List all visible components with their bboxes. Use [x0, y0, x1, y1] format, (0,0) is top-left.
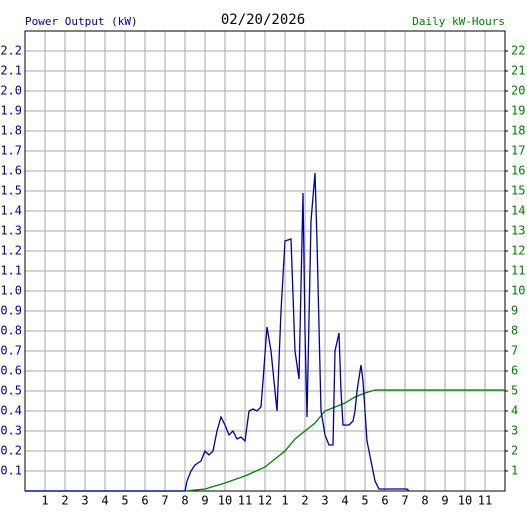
x-tick-label: 6	[381, 494, 388, 508]
y-tick-label: 0.3	[0, 424, 22, 438]
right-axis-title: Daily kW-Hours	[412, 15, 505, 28]
y-tick-label: 2.1	[0, 64, 22, 78]
plot-border	[24, 30, 506, 492]
y2-tick-label: 4	[511, 404, 518, 418]
y-tick-label: 1.1	[0, 264, 22, 278]
x-tick-label: 8	[181, 494, 188, 508]
y2-tick-label: 17	[511, 144, 525, 158]
y2-tick-label: 15	[511, 184, 525, 198]
y-tick-label: 1.3	[0, 224, 22, 238]
x-tick-label: 5	[361, 494, 368, 508]
x-tick-label: 1	[41, 494, 48, 508]
y2-tick-label: 5	[511, 384, 518, 398]
y2-tick-label: 12	[511, 244, 525, 258]
y2-tick-label: 3	[511, 424, 518, 438]
x-tick-label: 5	[121, 494, 128, 508]
y-tick-label: 1.6	[0, 164, 22, 178]
x-tick-label: 2	[301, 494, 308, 508]
x-tick-label: 11	[478, 494, 492, 508]
x-tick-label: 7	[161, 494, 168, 508]
x-tick-label: 2	[61, 494, 68, 508]
y2-tick-label: 10	[511, 284, 525, 298]
y-tick-label: 0.5	[0, 384, 22, 398]
x-tick-label: 12	[258, 494, 272, 508]
y2-tick-label: 20	[511, 84, 525, 98]
y-tick-label: 0.9	[0, 304, 22, 318]
left-axis-title: Power Output (kW)	[25, 15, 138, 28]
chart-title: 02/20/2026	[221, 12, 305, 28]
y2-tick-label: 22	[511, 44, 525, 58]
y2-tick-label: 13	[511, 224, 525, 238]
x-tick-label: 9	[201, 494, 208, 508]
y2-tick-label: 6	[511, 364, 518, 378]
y-tick-label: 0.2	[0, 444, 22, 458]
y-tick-label: 2.0	[0, 84, 22, 98]
x-tick-label: 4	[341, 494, 348, 508]
y-tick-label: 2.2	[0, 44, 22, 58]
y-tick-label: 1.8	[0, 124, 22, 138]
y2-tick-label: 8	[511, 324, 518, 338]
y-tick-label: 0.6	[0, 364, 22, 378]
x-tick-label: 6	[141, 494, 148, 508]
y2-tick-label: 18	[511, 124, 525, 138]
y-tick-label: 1.0	[0, 284, 22, 298]
y-tick-label: 0.1	[0, 464, 22, 478]
x-tick-label: 11	[238, 494, 252, 508]
y2-tick-label: 11	[511, 264, 525, 278]
x-tick-label: 10	[458, 494, 472, 508]
x-tick-label: 8	[421, 494, 428, 508]
y-tick-label: 1.9	[0, 104, 22, 118]
y2-tick-label: 7	[511, 344, 518, 358]
y2-tick-label: 16	[511, 164, 525, 178]
y-tick-label: 0.4	[0, 404, 22, 418]
x-tick-label: 9	[441, 494, 448, 508]
y2-tick-label: 2	[511, 444, 518, 458]
y2-tick-label: 14	[511, 204, 525, 218]
x-tick-label: 3	[81, 494, 88, 508]
x-tick-label: 7	[401, 494, 408, 508]
x-tick-label: 1	[281, 494, 288, 508]
x-tick-label: 3	[321, 494, 328, 508]
series-line	[25, 172, 410, 492]
y-tick-label: 1.7	[0, 144, 22, 158]
y-tick-label: 0.7	[0, 344, 22, 358]
y-tick-label: 0.8	[0, 324, 22, 338]
x-tick-label: 4	[101, 494, 108, 508]
x-tick-label: 10	[218, 494, 232, 508]
y2-tick-label: 21	[511, 64, 525, 78]
series-line	[25, 389, 505, 492]
y-tick-label: 1.4	[0, 204, 22, 218]
y2-tick-label: 1	[511, 464, 518, 478]
y2-tick-label: 19	[511, 104, 525, 118]
y2-tick-label: 9	[511, 304, 518, 318]
y-tick-label: 1.2	[0, 244, 22, 258]
y-tick-label: 1.5	[0, 184, 22, 198]
